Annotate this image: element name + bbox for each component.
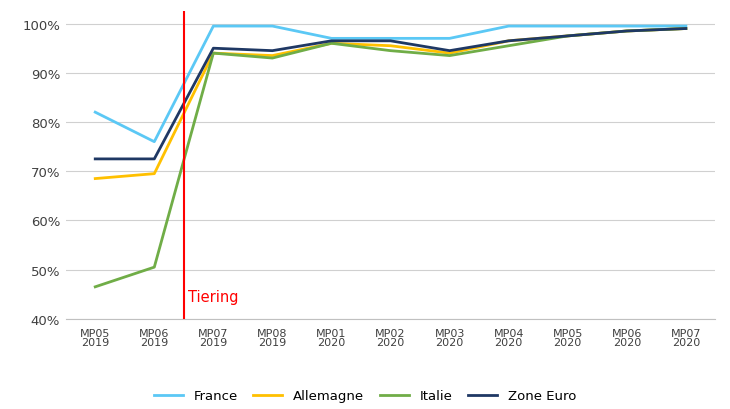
Zone Euro xyxy=(445,49,454,54)
Italie xyxy=(623,29,631,34)
Zone Euro xyxy=(564,34,572,39)
Text: 2020: 2020 xyxy=(436,338,464,348)
Legend: France, Allemagne, Italie, Zone Euro: France, Allemagne, Italie, Zone Euro xyxy=(154,389,576,402)
Text: 2020: 2020 xyxy=(672,338,700,348)
Text: Tiering: Tiering xyxy=(188,290,239,304)
Italie xyxy=(150,265,158,270)
Line: Allemagne: Allemagne xyxy=(95,29,686,179)
Text: 2019: 2019 xyxy=(199,338,228,348)
Text: 2019: 2019 xyxy=(140,338,169,348)
France xyxy=(623,25,631,29)
France xyxy=(386,37,395,42)
Zone Euro xyxy=(682,27,691,32)
Italie xyxy=(268,56,277,61)
Text: MP07: MP07 xyxy=(671,328,701,338)
Italie xyxy=(564,34,572,39)
Text: 2020: 2020 xyxy=(553,338,582,348)
Italie xyxy=(327,42,336,47)
France xyxy=(504,25,513,29)
Zone Euro xyxy=(327,39,336,44)
Text: MP08: MP08 xyxy=(257,328,288,338)
Italie xyxy=(209,52,218,56)
Italie xyxy=(386,49,395,54)
Text: 2020: 2020 xyxy=(318,338,345,348)
France xyxy=(209,25,218,29)
France xyxy=(150,140,158,145)
Allemagne xyxy=(623,29,631,34)
Text: 2020: 2020 xyxy=(494,338,523,348)
Allemagne xyxy=(209,52,218,56)
Allemagne xyxy=(445,52,454,56)
Text: 2019: 2019 xyxy=(81,338,110,348)
Allemagne xyxy=(504,39,513,44)
Text: MP06: MP06 xyxy=(139,328,169,338)
Italie xyxy=(91,285,99,290)
Allemagne xyxy=(682,27,691,32)
Text: 2020: 2020 xyxy=(377,338,404,348)
Text: MP05: MP05 xyxy=(553,328,583,338)
Allemagne xyxy=(91,177,99,182)
Zone Euro xyxy=(209,47,218,52)
Zone Euro xyxy=(150,157,158,162)
Zone Euro xyxy=(91,157,99,162)
Zone Euro xyxy=(623,29,631,34)
Text: 2019: 2019 xyxy=(258,338,287,348)
Text: MP01: MP01 xyxy=(316,328,347,338)
Allemagne xyxy=(268,54,277,59)
Italie xyxy=(504,44,513,49)
Italie xyxy=(682,27,691,32)
France xyxy=(268,25,277,29)
Text: MP02: MP02 xyxy=(375,328,406,338)
Text: MP04: MP04 xyxy=(493,328,524,338)
Text: MP07: MP07 xyxy=(198,328,228,338)
Allemagne xyxy=(150,172,158,177)
Text: MP06: MP06 xyxy=(612,328,642,338)
Text: 2020: 2020 xyxy=(612,338,641,348)
France xyxy=(327,37,336,42)
Allemagne xyxy=(386,44,395,49)
Text: MP03: MP03 xyxy=(434,328,465,338)
Allemagne xyxy=(327,42,336,47)
Italie xyxy=(445,54,454,59)
France xyxy=(682,25,691,29)
France xyxy=(91,110,99,115)
Text: MP05: MP05 xyxy=(80,328,110,338)
Line: France: France xyxy=(95,27,686,142)
Line: Zone Euro: Zone Euro xyxy=(95,29,686,160)
France xyxy=(564,25,572,29)
Line: Italie: Italie xyxy=(95,29,686,287)
Allemagne xyxy=(564,34,572,39)
Zone Euro xyxy=(268,49,277,54)
France xyxy=(445,37,454,42)
Zone Euro xyxy=(386,39,395,44)
Zone Euro xyxy=(504,39,513,44)
